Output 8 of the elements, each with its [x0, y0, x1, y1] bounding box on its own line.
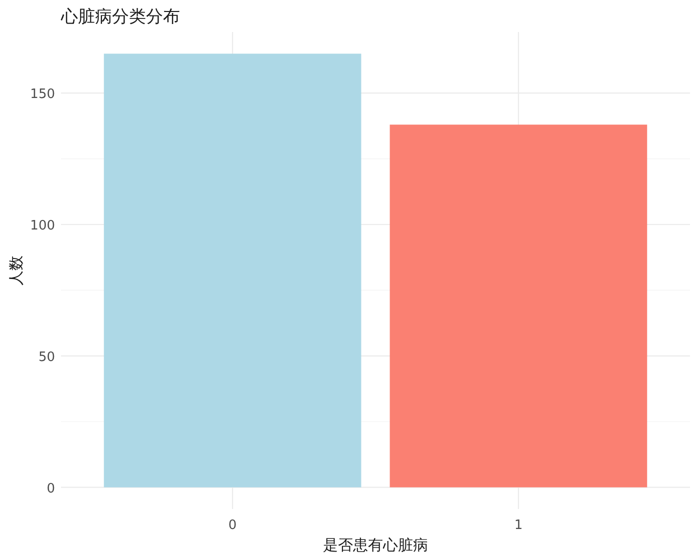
- y-tick-label: 50: [38, 350, 55, 365]
- x-axis-title: 是否患有心脏病: [323, 536, 428, 554]
- x-tick-label: 1: [514, 518, 523, 533]
- y-axis-title: 人数: [7, 256, 25, 286]
- y-tick-label: 0: [46, 481, 55, 496]
- chart-title: 心脏病分类分布: [60, 7, 180, 27]
- y-tick-label: 100: [30, 218, 55, 234]
- y-tick-label: 150: [30, 87, 55, 102]
